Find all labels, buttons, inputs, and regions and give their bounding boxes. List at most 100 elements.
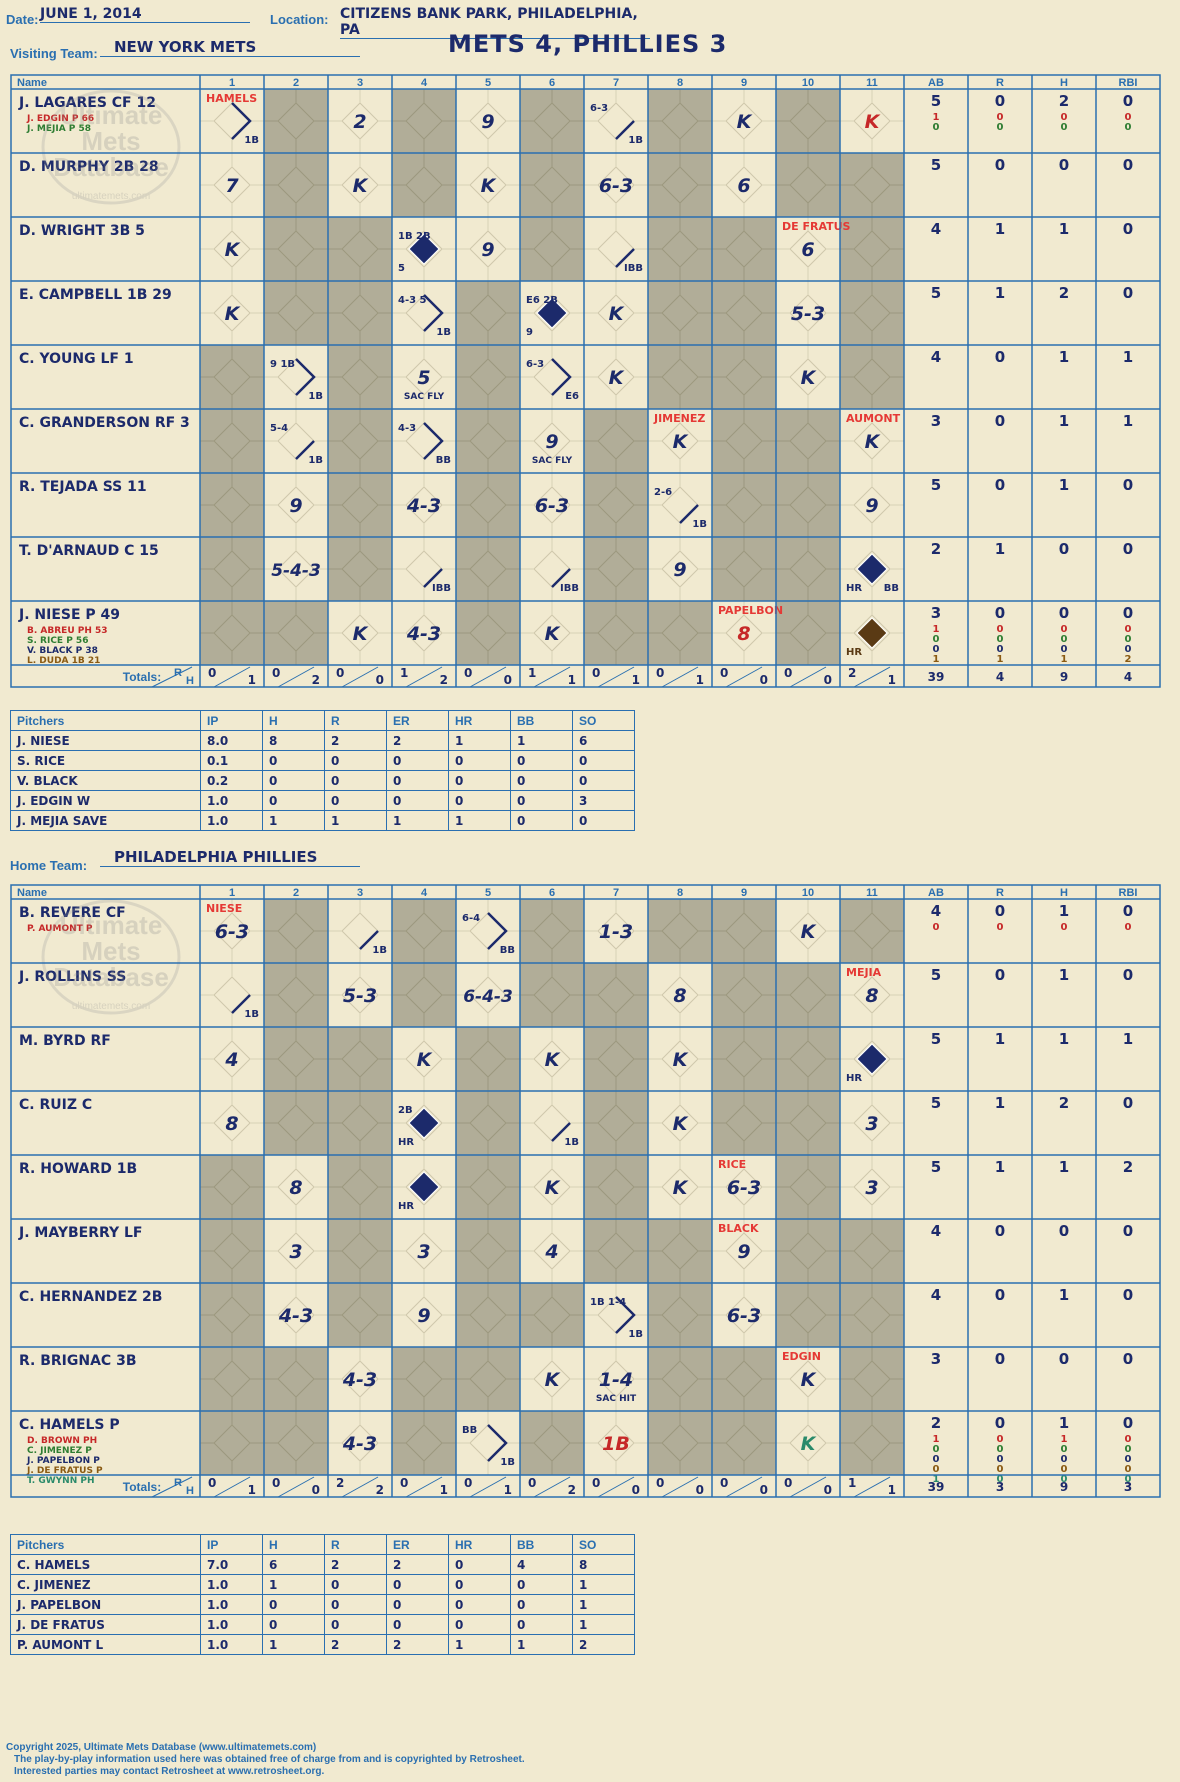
visitor-atbat-cell: 5-4-3 xyxy=(264,537,328,601)
play-result: 6-3 xyxy=(535,495,569,517)
play-result: 6-3 xyxy=(727,1305,761,1327)
play-note-bottom-right: IBB xyxy=(560,583,579,594)
play-result: K xyxy=(225,303,241,325)
home-team-name: PHILADELPHIA PHILLIES xyxy=(100,848,360,867)
visitor-atbat-cell: IBB xyxy=(520,537,584,601)
pitcher-name: J. NIESE xyxy=(10,730,201,751)
visitor-atbat-cell xyxy=(264,89,328,153)
visitor-atbat-cell: 8 xyxy=(712,601,776,665)
pitching-col-ip: IP xyxy=(200,710,263,731)
inning-header-1: 1 xyxy=(229,77,235,89)
visitor-atbat-cell xyxy=(456,281,520,345)
visitor-substitute-stat: 0 xyxy=(933,122,940,133)
play-result: K xyxy=(801,921,817,943)
home-stat-h: 1 xyxy=(1059,966,1069,984)
home-substitute-stat: 0 xyxy=(1061,1454,1068,1465)
pitcher-stat-hr: 1 xyxy=(448,730,511,751)
home-substitute-name: J. PAPELBON P xyxy=(26,1456,100,1466)
home-atbat-cell xyxy=(264,1347,328,1411)
home-atbat-cell xyxy=(712,1091,776,1155)
visitor-atbat-cell: 9 xyxy=(456,89,520,153)
visitor-stat-ab: 5 xyxy=(931,92,941,110)
visitor-atbat-cell: 6-3 1B xyxy=(584,89,648,153)
pitcher-stat-bb: 0 xyxy=(510,1574,573,1595)
visitor-atbat-cell: K xyxy=(584,281,648,345)
basepath-line xyxy=(551,568,571,588)
visitor-atbat-cell: K xyxy=(200,217,264,281)
inning-runs-total: 0 xyxy=(336,666,344,680)
play-note-top: BB xyxy=(462,1425,477,1436)
pitcher-stat-hr: 1 xyxy=(448,810,511,831)
home-stat-h: 0 xyxy=(1059,1350,1069,1368)
visitor-atbat-cell: 9 SAC FLY xyxy=(520,409,584,473)
inning-header-11: 11 xyxy=(866,77,878,89)
play-note-top: 6-4 xyxy=(462,913,480,924)
inning-runs-total: 2 xyxy=(336,1476,344,1490)
col-header-name: Name xyxy=(17,887,47,899)
play-result: 3 xyxy=(417,1241,430,1263)
home-stat-h: 1 xyxy=(1059,1158,1069,1176)
pitcher-stat-h: 0 xyxy=(262,750,325,771)
home-substitute-stat: 1 xyxy=(933,1474,940,1485)
home-atbat-cell xyxy=(200,1219,264,1283)
home-atbat-cell: 8 xyxy=(840,963,904,1027)
pitching-change-note: DE FRATUS xyxy=(782,220,851,233)
visitor-stat-h: 2 xyxy=(1059,92,1069,110)
pitcher-row: J. NIESE 8.0 8 2 2 1 1 6 xyxy=(10,730,635,751)
pitching-col-ip: IP xyxy=(200,1534,263,1555)
pitcher-stat-h: 6 xyxy=(262,1554,325,1575)
pitcher-stat-ip: 1.0 xyxy=(200,1614,263,1635)
visitor-atbat-cell: 6-3 E6 xyxy=(520,345,584,409)
visitor-atbat-cell: 9 xyxy=(648,537,712,601)
pitcher-stat-h: 0 xyxy=(262,1594,325,1615)
play-note-top: 1B 1-4 xyxy=(590,1297,626,1308)
play-note-top: 4-3 5 xyxy=(398,295,427,306)
inning-hits-total: 0 xyxy=(760,1483,768,1497)
visitor-atbat-cell xyxy=(648,281,712,345)
play-result: 8 xyxy=(225,1113,238,1135)
inning-hits-total: 0 xyxy=(824,673,832,687)
visitor-atbat-cell: K xyxy=(328,601,392,665)
inning-runs-total: 0 xyxy=(272,1476,280,1490)
pitcher-stat-so: 0 xyxy=(572,750,635,771)
play-result: K xyxy=(801,1369,817,1391)
home-atbat-cell xyxy=(584,1027,648,1091)
visitor-atbat-cell: 9 xyxy=(264,473,328,537)
pitching-change-note: NIESE xyxy=(206,902,242,915)
stat-header-h: H xyxy=(1060,887,1068,899)
home-stat-ab: 5 xyxy=(931,1158,941,1176)
visitor-atbat-cell: 6 xyxy=(776,217,840,281)
home-atbat-cell xyxy=(328,1283,392,1347)
visitor-substitute-stat: 0 xyxy=(1125,624,1132,635)
home-atbat-cell: 3 xyxy=(392,1219,456,1283)
home-atbat-cell xyxy=(776,1091,840,1155)
play-result: 4-3 xyxy=(278,1305,313,1327)
visitor-atbat-cell xyxy=(712,409,776,473)
home-atbat-cell: 9 xyxy=(392,1283,456,1347)
visitor-stat-r: 0 xyxy=(995,92,1005,110)
home-atbat-cell xyxy=(776,963,840,1027)
home-player-name: R. HOWARD 1B xyxy=(19,1161,137,1177)
home-atbat-cell xyxy=(776,1283,840,1347)
pitching-col-bb: BB xyxy=(510,1534,573,1555)
home-atbat-cell xyxy=(264,963,328,1027)
home-stat-h: 1 xyxy=(1059,902,1069,920)
home-atbat-cell: 6-4-3 xyxy=(456,963,520,1027)
visitor-atbat-cell: 2-6 1B xyxy=(648,473,712,537)
visitor-stat-r: 0 xyxy=(995,604,1005,622)
play-result: K xyxy=(673,1177,689,1199)
basepath-line xyxy=(295,358,316,396)
play-note-bottom-right: IBB xyxy=(432,583,451,594)
visitor-atbat-cell: 6 xyxy=(712,153,776,217)
play-result: K xyxy=(801,367,817,389)
play-note-bottom-left: HR xyxy=(846,647,862,658)
stat-header-r: R xyxy=(996,887,1004,899)
inning-runs-total: 0 xyxy=(208,666,216,680)
home-substitute-stat: 0 xyxy=(997,1444,1004,1455)
pitcher-stat-r: 0 xyxy=(324,770,387,791)
home-atbat-cell xyxy=(456,1347,520,1411)
visitor-stat-r: 0 xyxy=(995,156,1005,174)
home-atbat-cell xyxy=(264,899,328,963)
visitor-atbat-cell xyxy=(200,345,264,409)
